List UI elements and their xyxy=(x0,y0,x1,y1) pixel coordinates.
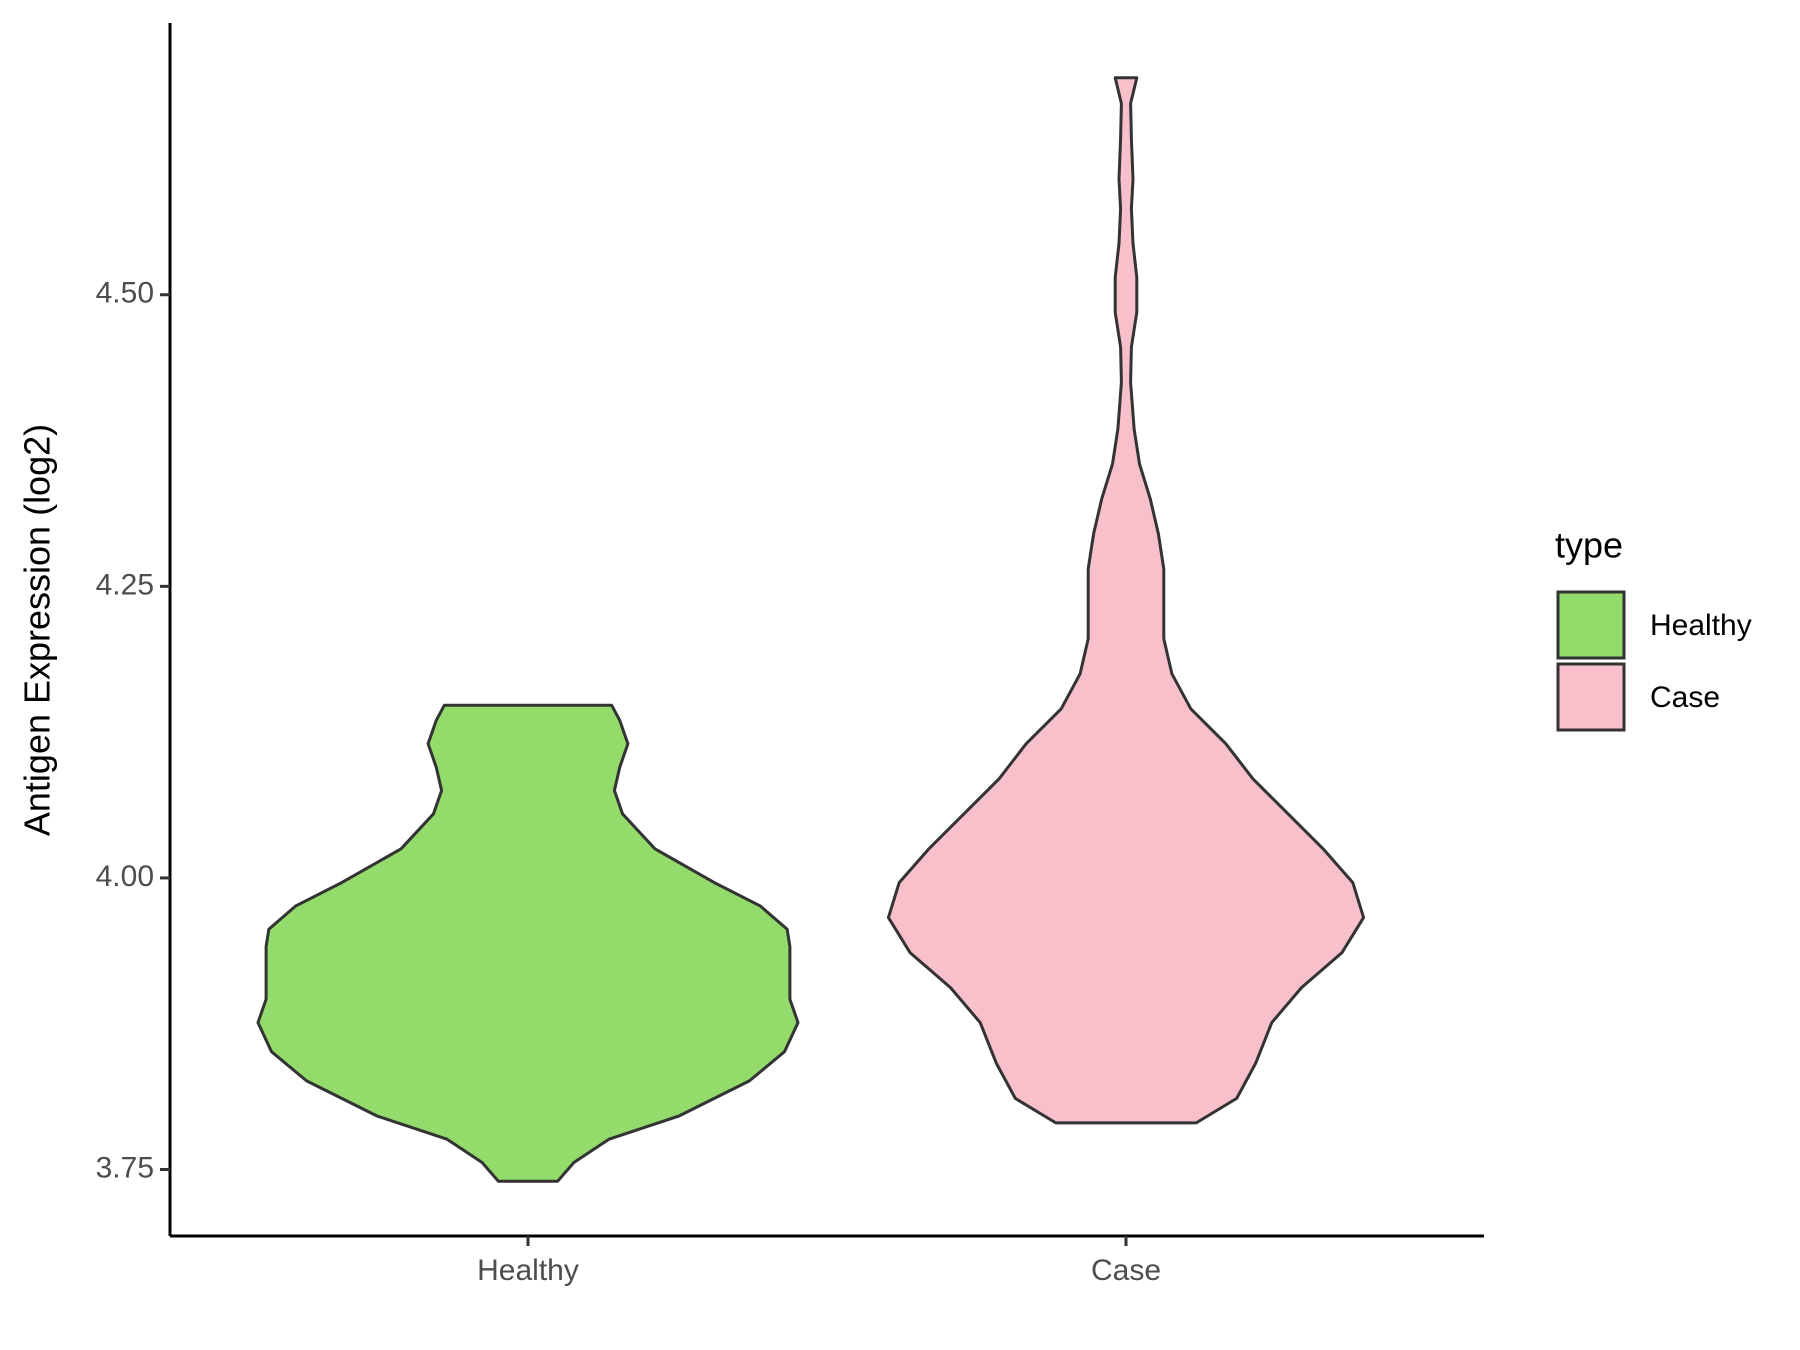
legend-swatch xyxy=(1556,662,1626,732)
y-tick-label: 3.75 xyxy=(96,1151,154,1184)
y-tick-label: 4.00 xyxy=(96,860,154,893)
legend-label: Case xyxy=(1650,681,1720,714)
legend-label: Healthy xyxy=(1650,609,1752,642)
violin xyxy=(886,76,1366,1125)
y-tick-label: 4.25 xyxy=(96,568,154,601)
y-axis-title: Antigen Expression (log2) xyxy=(17,424,58,836)
y-tick-label: 4.50 xyxy=(96,277,154,310)
legend-swatch xyxy=(1556,590,1626,660)
x-tick-label: Case xyxy=(1091,1254,1161,1287)
x-tick-label: Healthy xyxy=(477,1254,579,1287)
legend-title: type xyxy=(1555,525,1623,566)
violin xyxy=(256,703,800,1183)
